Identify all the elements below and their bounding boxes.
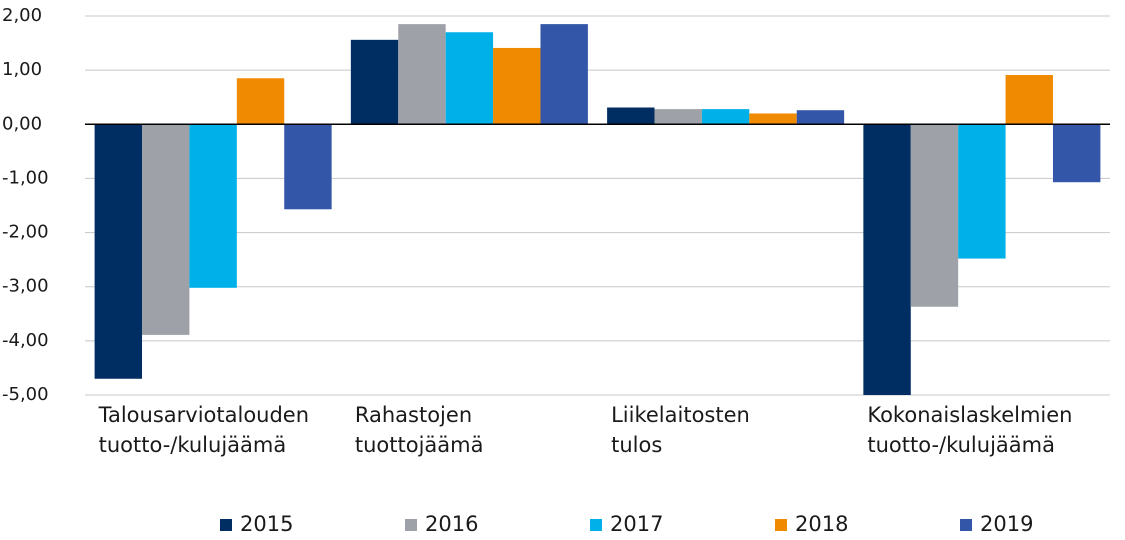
y-tick-label: 2,00 [2,5,42,26]
bar [654,109,702,125]
x-tick-label: Talousarviotalouden tuotto-/kulujäämä [98,403,310,457]
bar [94,124,143,379]
bar [350,39,399,125]
bar [236,78,285,125]
bar [796,110,845,125]
y-tick-label: 1,00 [2,59,42,80]
y-tick-label: -5,00 [2,384,49,405]
legend-label: 2019 [980,512,1033,536]
bar [142,124,190,335]
bar [958,124,1006,259]
bar [493,47,541,125]
legend-swatch [590,519,602,531]
legend-label: 2015 [240,512,293,536]
legend-label: 2017 [610,512,663,536]
bar [189,124,237,288]
y-tick-label: -1,00 [2,167,49,188]
bar [284,124,332,210]
x-tick-label: Rahastojen tuottojäämä [354,403,484,457]
y-tick-label: -4,00 [2,330,49,351]
y-tick-label: 0,00 [2,113,42,134]
x-tick-label: Kokonaislaskelmien tuotto-/kulujäämä [867,403,1073,457]
legend-swatch [405,519,417,531]
bar [540,24,588,125]
bar [607,107,655,125]
legend-label: 2016 [425,512,478,536]
bar [398,24,446,125]
legend-swatch [220,519,232,531]
bar [445,32,494,125]
bar [863,124,911,396]
legend-swatch [960,519,972,531]
legend-swatch [775,519,787,531]
bar [1052,124,1101,183]
bar [701,109,750,125]
bar [1005,75,1053,125]
bar [910,124,959,307]
y-tick-label: -2,00 [2,222,49,243]
bar [749,113,797,125]
legend-label: 2018 [795,512,848,536]
x-tick-label: Liikelaitosten tulos [611,403,750,457]
y-tick-label: -3,00 [2,276,49,297]
